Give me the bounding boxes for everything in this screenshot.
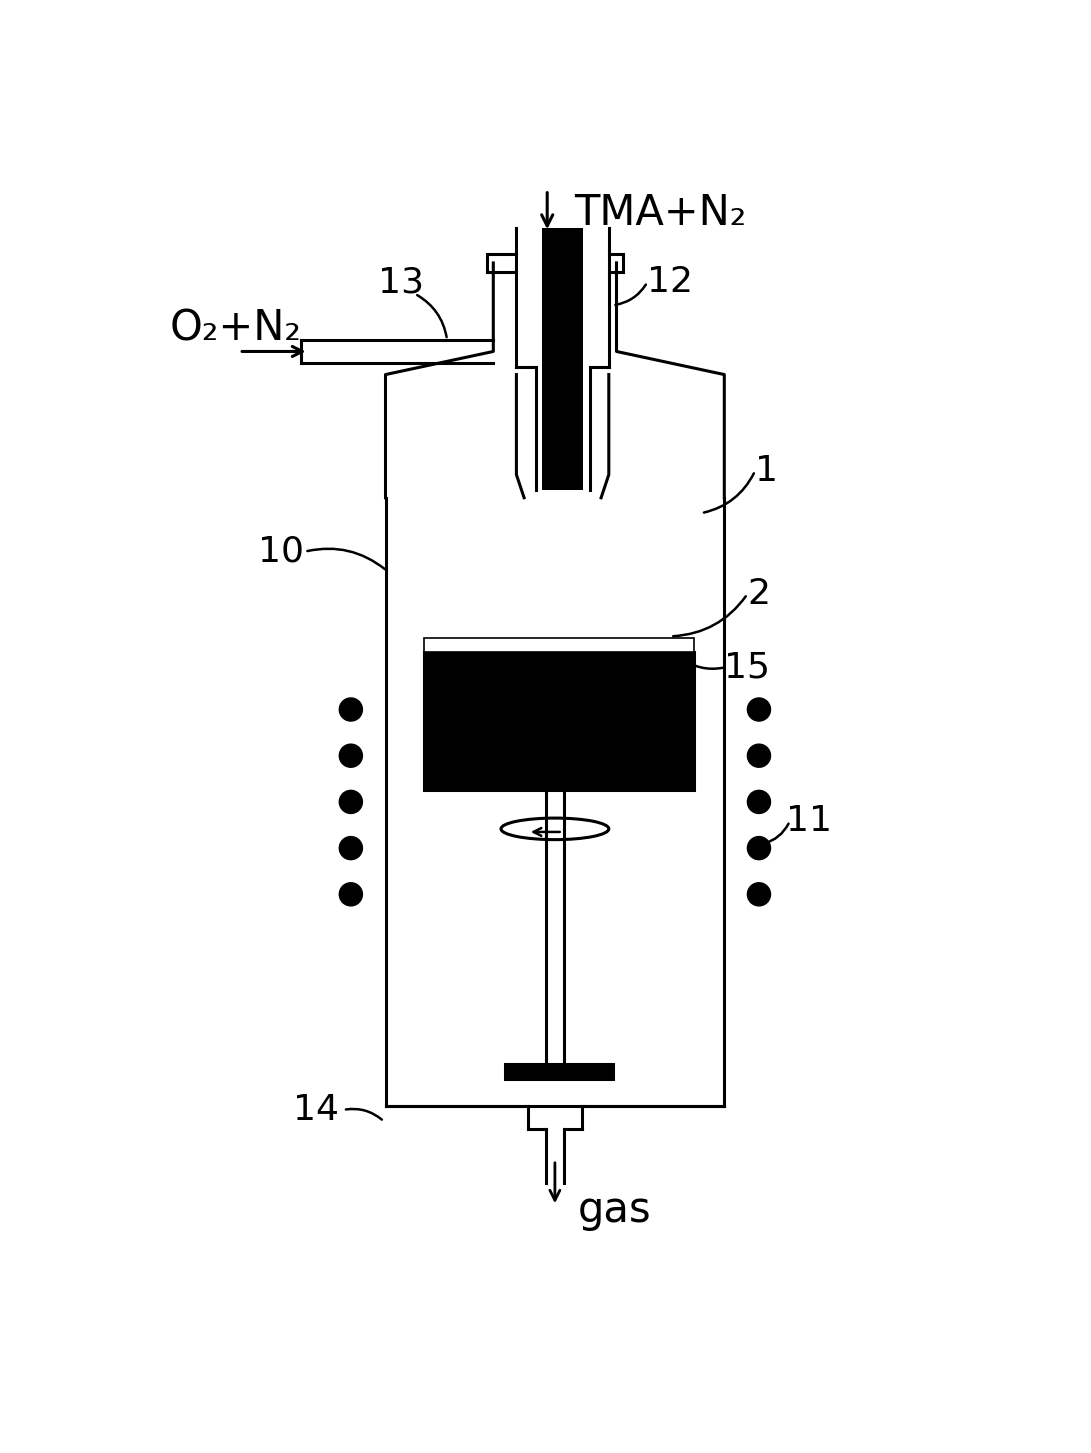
Circle shape (747, 837, 770, 860)
Text: 14: 14 (293, 1093, 339, 1128)
Bar (385, 498, 724, 1106)
Circle shape (339, 744, 362, 767)
Text: TMA+N₂: TMA+N₂ (574, 192, 746, 234)
Text: gas: gas (578, 1189, 651, 1231)
Text: 1: 1 (755, 453, 778, 488)
Text: 12: 12 (647, 264, 693, 299)
Text: 10: 10 (259, 535, 304, 568)
Text: O₂+N₂: O₂+N₂ (170, 308, 302, 349)
Circle shape (747, 883, 770, 905)
Circle shape (339, 697, 362, 721)
Circle shape (747, 697, 770, 721)
Circle shape (339, 837, 362, 860)
Circle shape (339, 790, 362, 814)
Text: 11: 11 (786, 804, 832, 838)
Bar (424, 638, 694, 652)
Bar (542, 228, 584, 490)
Text: 15: 15 (724, 649, 770, 684)
Bar (505, 1064, 613, 1080)
Text: 13: 13 (377, 264, 423, 299)
Circle shape (747, 744, 770, 767)
Bar (424, 652, 694, 790)
Text: 2: 2 (747, 577, 770, 612)
Circle shape (339, 883, 362, 905)
Bar (518, 227, 535, 365)
Bar (590, 227, 607, 365)
Circle shape (747, 790, 770, 814)
